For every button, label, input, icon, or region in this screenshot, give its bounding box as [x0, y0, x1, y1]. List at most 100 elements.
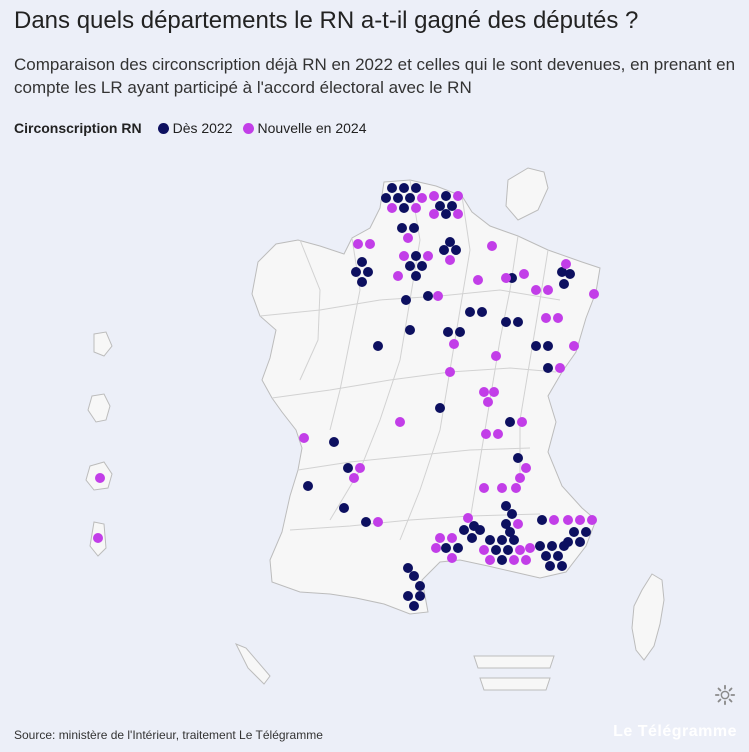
dot-rn-2022: [501, 519, 511, 529]
dot-rn-2022: [509, 535, 519, 545]
dot-rn-2022: [361, 517, 371, 527]
overseas-5: [234, 643, 271, 685]
dot-rn-2024: [501, 273, 511, 283]
dot-rn-2024: [587, 515, 597, 525]
dot-rn-2024: [485, 555, 495, 565]
neighbor-blob-ne: [505, 167, 549, 221]
dot-rn-2024: [479, 387, 489, 397]
legend-label-2024: Nouvelle en 2024: [257, 120, 367, 136]
dot-rn-2022: [453, 543, 463, 553]
dot-rn-2022: [447, 201, 457, 211]
dot-rn-2022: [399, 203, 409, 213]
dot-rn-2024: [569, 341, 579, 351]
dot-rn-2024: [429, 209, 439, 219]
dot-rn-2024: [515, 473, 525, 483]
dot-rn-2022: [303, 481, 313, 491]
dot-rn-2022: [501, 501, 511, 511]
dot-rn-2022: [435, 201, 445, 211]
dot-rn-2024: [349, 473, 359, 483]
legend-item-2024: Nouvelle en 2024: [239, 120, 367, 136]
dot-rn-2024: [445, 255, 455, 265]
dot-rn-2022: [497, 535, 507, 545]
dot-rn-2024: [417, 193, 427, 203]
dot-rn-2022: [411, 251, 421, 261]
dot-rn-2022: [501, 317, 511, 327]
dot-rn-2022: [363, 267, 373, 277]
dot-rn-2024: [453, 209, 463, 219]
dot-rn-2022: [439, 245, 449, 255]
dot-rn-2022: [445, 237, 455, 247]
dot-rn-2022: [329, 437, 339, 447]
dot-rn-2022: [409, 571, 419, 581]
dot-rn-2022: [351, 267, 361, 277]
dot-rn-2022: [537, 515, 547, 525]
dot-rn-2022: [503, 545, 513, 555]
dot-rn-2022: [485, 535, 495, 545]
dot-rn-2022: [435, 403, 445, 413]
dot-rn-2022: [401, 295, 411, 305]
dot-rn-2024: [453, 191, 463, 201]
corsica: [631, 573, 665, 661]
dot-rn-2024: [373, 517, 383, 527]
brand-logo: Le Télégramme: [613, 723, 737, 740]
legend-title: Circonscription RN: [14, 120, 142, 136]
dot-rn-2024: [429, 191, 439, 201]
dot-rn-2024: [511, 483, 521, 493]
department-borders: [259, 179, 561, 541]
dot-rn-2022: [513, 453, 523, 463]
dot-rn-2024: [479, 545, 489, 555]
dot-rn-2024: [481, 429, 491, 439]
dot-rn-2024: [563, 515, 573, 525]
chart-title: Dans quels départements le RN a-t-il gag…: [14, 7, 639, 34]
dot-rn-2024: [435, 533, 445, 543]
dot-rn-2024: [491, 351, 501, 361]
legend-swatch-2022: [157, 122, 169, 134]
dot-rn-2024: [403, 233, 413, 243]
dot-rn-2024: [449, 339, 459, 349]
dot-rn-2022: [409, 601, 419, 611]
dot-rn-2024: [395, 417, 405, 427]
dot-rn-2024: [549, 515, 559, 525]
dot-rn-2024: [515, 545, 525, 555]
dot-rn-2022: [475, 525, 485, 535]
legend-item-2022: Dès 2022: [154, 120, 233, 136]
dot-rn-2022: [409, 223, 419, 233]
dot-rn-2022: [477, 307, 487, 317]
dot-rn-2024: [433, 291, 443, 301]
dot-rn-2022: [423, 291, 433, 301]
dot-rn-2022: [553, 551, 563, 561]
gear-icon[interactable]: [714, 684, 736, 706]
dot-rn-2024: [561, 259, 571, 269]
dot-rn-2024: [509, 555, 519, 565]
dot-rn-2022: [411, 183, 421, 193]
dot-rn-2022: [575, 537, 585, 547]
dot-rn-2022: [381, 193, 391, 203]
dot-rn-2022: [541, 551, 551, 561]
legend-swatch-2024: [242, 122, 254, 134]
overseas-1: [87, 393, 111, 423]
dot-rn-2022: [543, 363, 553, 373]
dot-rn-2022: [387, 183, 397, 193]
dot-rn-2022: [403, 591, 413, 601]
dot-rn-2024: [487, 241, 497, 251]
dot-rn-2024: [517, 417, 527, 427]
dot-rn-2022: [557, 267, 567, 277]
dot-rn-2022: [415, 581, 425, 591]
dot-rn-2022: [459, 525, 469, 535]
dot-rn-2022: [417, 261, 427, 271]
dot-rn-2024: [393, 271, 403, 281]
source-note: Source: ministère de l'Intérieur, traite…: [14, 728, 323, 742]
dot-rn-2024: [431, 543, 441, 553]
dot-rn-2022: [543, 341, 553, 351]
dot-rn-2022: [559, 279, 569, 289]
dot-rn-2024: [423, 251, 433, 261]
dot-rn-2022: [357, 257, 367, 267]
dot-rn-2024: [519, 269, 529, 279]
dot-rn-2024: [525, 543, 535, 553]
dot-rn-2024: [463, 513, 473, 523]
dot-rn-2024: [543, 285, 553, 295]
dot-rn-2024: [445, 367, 455, 377]
dot-rn-2022: [373, 341, 383, 351]
dot-rn-2024: [447, 553, 457, 563]
dot-rn-2022: [557, 561, 567, 571]
